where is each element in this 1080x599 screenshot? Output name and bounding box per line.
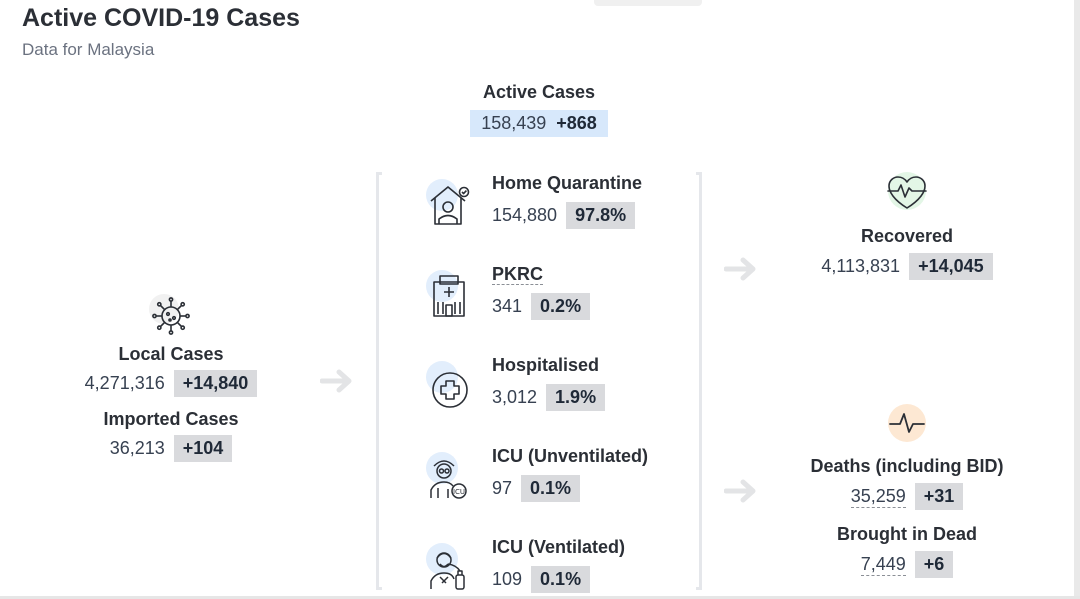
pkrc-label[interactable]: PKRC <box>492 264 544 285</box>
bracket-left <box>376 172 382 590</box>
active-cases-label: Active Cases <box>482 82 596 102</box>
deaths-block: Deaths (including BID) 35,259 +31 Brough… <box>797 402 1017 578</box>
top-tab-indicator <box>594 0 702 6</box>
deaths-delta: +31 <box>914 483 964 510</box>
ventilator-icon <box>426 543 476 593</box>
pulse-line-icon <box>884 402 930 448</box>
svg-text:ICU: ICU <box>453 488 465 496</box>
hospital-cross-icon <box>426 361 476 411</box>
hospitalised-percent: 1.9% <box>546 384 606 411</box>
hospitalised-value: 3,012 <box>492 387 538 407</box>
recovered-delta: +14,045 <box>909 253 993 280</box>
icu-ventilated-label: ICU (Ventilated) <box>492 537 626 557</box>
imported-cases-delta: +104 <box>173 435 233 462</box>
imported-cases-value: 36,213 <box>109 438 165 458</box>
arrow-right-icon <box>724 257 756 281</box>
imported-cases-row: 36,213 +104 <box>76 435 266 462</box>
local-cases-label: Local Cases <box>118 344 224 364</box>
local-cases-delta: +14,840 <box>173 370 258 397</box>
icu-unventilated-item: ICU ICU (Unventilated) 97 0.1% <box>426 446 686 516</box>
brought-in-dead-delta: +6 <box>914 551 954 578</box>
quarantine-centre-icon <box>426 270 476 320</box>
icu-ventilated-percent: 0.1% <box>531 566 591 593</box>
pkrc-item: PKRC 341 0.2% <box>426 264 686 334</box>
recovered-value: 4,113,831 <box>821 256 901 276</box>
active-cases-value: 158,439 <box>481 113 547 133</box>
active-cases-delta: +868 <box>556 113 597 133</box>
deaths-label: Deaths (including BID) <box>810 456 1004 476</box>
icu-ventilated-item: ICU (Ventilated) 109 0.1% <box>426 537 686 599</box>
recovered-label: Recovered <box>860 226 954 246</box>
page-subtitle: Data for Malaysia <box>22 40 155 59</box>
bottom-divider <box>0 596 1080 599</box>
heart-pulse-icon <box>884 170 930 216</box>
pkrc-value: 341 <box>492 296 523 316</box>
home-quarantine-item: Home Quarantine 154,880 97.8% <box>426 173 686 243</box>
bracket-right <box>696 172 702 590</box>
imported-cases-label: Imported Cases <box>103 409 239 429</box>
recovered-block: Recovered 4,113,831 +14,045 <box>797 170 1017 280</box>
home-quarantine-label: Home Quarantine <box>492 173 643 193</box>
local-cases-value: 4,271,316 <box>84 373 165 393</box>
home-quarantine-value: 154,880 <box>492 205 558 225</box>
cases-source-block: Local Cases 4,271,316 +14,840 Imported C… <box>76 294 266 462</box>
arrow-right-icon <box>320 369 352 393</box>
brought-in-dead-label: Brought in Dead <box>837 524 977 544</box>
home-quarantine-percent: 97.8% <box>566 202 636 229</box>
hospitalised-item: Hospitalised 3,012 1.9% <box>426 355 686 425</box>
brought-in-dead-value[interactable]: 7,449 <box>860 553 906 576</box>
virus-icon <box>149 294 193 338</box>
arrow-right-icon <box>724 479 756 503</box>
page-title: Active COVID-19 Cases <box>22 4 300 32</box>
pkrc-percent: 0.2% <box>531 293 591 320</box>
local-cases-row: 4,271,316 +14,840 <box>76 370 266 397</box>
icu-patient-icon: ICU <box>426 452 476 502</box>
icu-unventilated-label: ICU (Unventilated) <box>492 446 649 466</box>
hospitalised-label: Hospitalised <box>492 355 600 375</box>
icu-unventilated-percent: 0.1% <box>521 475 581 502</box>
icu-unventilated-value: 97 <box>492 478 513 498</box>
scrollbar-track[interactable] <box>1074 0 1080 599</box>
active-cases-summary: Active Cases 158,439 +868 <box>464 82 614 137</box>
deaths-value[interactable]: 35,259 <box>850 485 906 508</box>
icu-ventilated-value: 109 <box>492 569 523 589</box>
home-quarantine-icon <box>426 179 476 229</box>
active-cases-box: 158,439 +868 <box>470 110 608 137</box>
